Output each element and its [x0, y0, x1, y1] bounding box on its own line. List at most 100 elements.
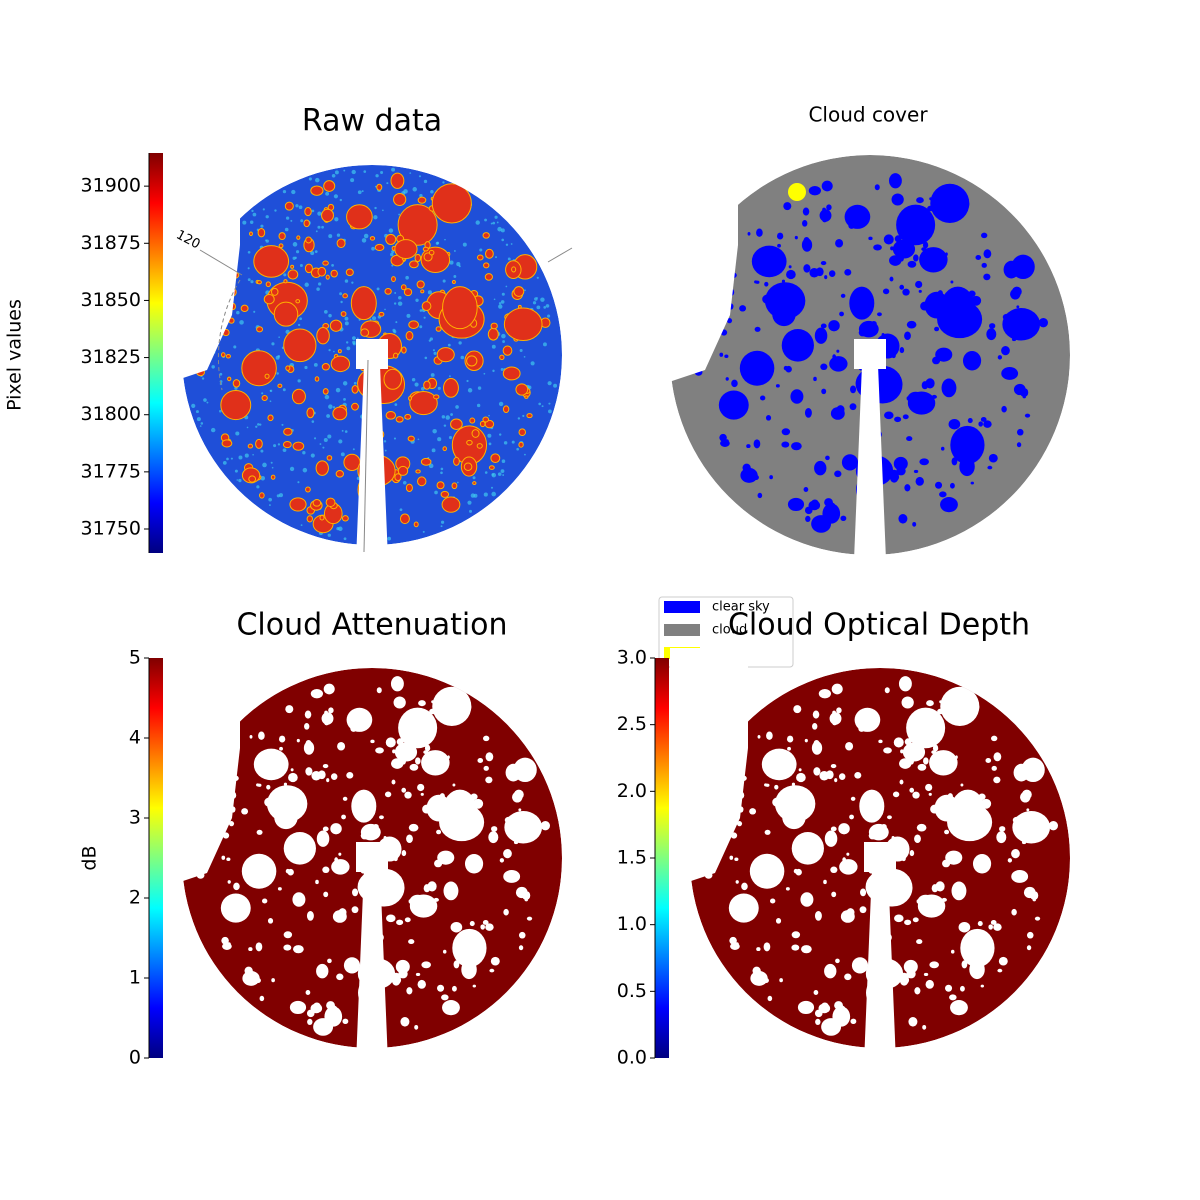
cloud-blob: [1019, 769, 1024, 775]
cloud-blob: [841, 454, 859, 471]
cloud-blob: [818, 688, 832, 699]
cloud-blob: [407, 435, 415, 442]
cloud-blob: [417, 783, 425, 792]
pixel-noise: [255, 425, 258, 428]
cloud-blob: [409, 894, 438, 918]
pixel-noise: [344, 279, 349, 283]
pixel-noise: [374, 185, 377, 188]
cloud-blob: [265, 281, 271, 288]
cloud-blob: [934, 326, 940, 332]
cloud-blob: [1032, 898, 1036, 902]
cloud-blob: [341, 814, 346, 820]
cloud-blob: [330, 773, 338, 781]
pixel-noise: [326, 414, 331, 418]
pixel-noise: [440, 520, 445, 524]
pixel-noise: [191, 403, 196, 409]
cloud-blob: [814, 327, 828, 344]
cloud-blob: [939, 491, 947, 498]
cloud-blob: [323, 683, 335, 695]
cloud-blob: [283, 832, 316, 865]
cloud-blob: [906, 707, 946, 749]
cloud-blob: [249, 734, 253, 739]
cloud-blob: [803, 264, 811, 273]
cloud-blob: [232, 379, 241, 388]
cloud-blob: [893, 737, 904, 748]
pixel-noise: [384, 449, 387, 452]
pixel-noise: [203, 398, 207, 402]
pixel-noise: [278, 493, 284, 498]
cloud-blob: [305, 236, 312, 244]
cloud-blob: [384, 791, 392, 798]
colorbar: [149, 153, 163, 553]
pixel-noise: [340, 452, 345, 457]
cloud-blob: [432, 686, 472, 727]
pixel-noise: [427, 290, 432, 295]
cloud-blob: [503, 870, 521, 883]
cloud-blob: [787, 746, 791, 751]
cloud-blob: [393, 352, 399, 359]
pixel-noise: [391, 264, 394, 267]
cloud-blob: [980, 932, 988, 941]
cloud-blob: [988, 924, 993, 930]
pixel-noise: [340, 300, 343, 304]
cloud-blob: [975, 443, 981, 449]
pixel-noise: [497, 226, 502, 232]
cloud-blob: [424, 755, 433, 764]
pixel-noise: [253, 310, 256, 313]
cloud-blob: [257, 783, 262, 787]
cloud-blob: [384, 288, 392, 295]
cloud-blob: [463, 462, 473, 471]
cloud-blob: [442, 286, 478, 330]
cloud-blob: [282, 440, 292, 449]
mask: [670, 648, 748, 888]
cloud-blob: [891, 872, 910, 893]
pixel-noise: [428, 463, 434, 469]
pixel-noise: [199, 425, 202, 427]
pixel-noise: [328, 404, 333, 409]
cloud-blob: [325, 497, 336, 508]
pixel-noise: [300, 219, 304, 223]
cloud-blob: [240, 304, 249, 313]
pixel-noise: [423, 316, 426, 319]
cloud-blob: [812, 710, 820, 719]
pixel-noise: [532, 301, 537, 305]
mask: [356, 339, 388, 369]
cloud-blob: [1001, 405, 1007, 413]
cloud-blob: [844, 269, 852, 276]
cloud-blob: [935, 481, 943, 489]
cloud-blob: [403, 288, 413, 297]
pixel-noise: [235, 431, 240, 436]
cloud-blob: [985, 946, 991, 952]
pixel-noise: [269, 400, 272, 403]
cloud-blob: [466, 943, 473, 948]
pixel-noise: [469, 509, 473, 513]
cloud-blob: [930, 183, 970, 224]
colorbar-tick-label: 2.5: [617, 713, 647, 735]
cloud-blob: [796, 772, 806, 783]
pixel-noise: [494, 215, 498, 219]
cloud-blob: [1011, 286, 1022, 297]
pixel-noise: [341, 429, 344, 432]
pixel-noise: [488, 414, 490, 417]
pixel-noise: [327, 434, 332, 439]
cloud-blob: [262, 898, 268, 904]
cloud-blob: [826, 204, 832, 211]
pixel-noise: [332, 406, 336, 409]
cloud-blob: [370, 739, 375, 744]
cloud-blob: [503, 908, 509, 916]
cloud-blob: [858, 328, 867, 337]
cloud-blob: [850, 385, 857, 394]
cloud-blob: [220, 893, 251, 923]
panel-title: Raw data: [302, 104, 442, 139]
cloud-blob: [814, 911, 822, 921]
pixel-noise: [284, 227, 289, 232]
cloud-blob: [518, 808, 522, 812]
cloud-blob: [824, 963, 837, 979]
cloud-blob: [270, 287, 279, 296]
cloud-blob: [220, 352, 226, 358]
pixel-noise: [497, 472, 502, 476]
cloud-blob: [1001, 345, 1010, 356]
cloud-blob: [248, 475, 257, 483]
pixel-noise: [351, 169, 356, 175]
pixel-noise: [491, 473, 495, 476]
